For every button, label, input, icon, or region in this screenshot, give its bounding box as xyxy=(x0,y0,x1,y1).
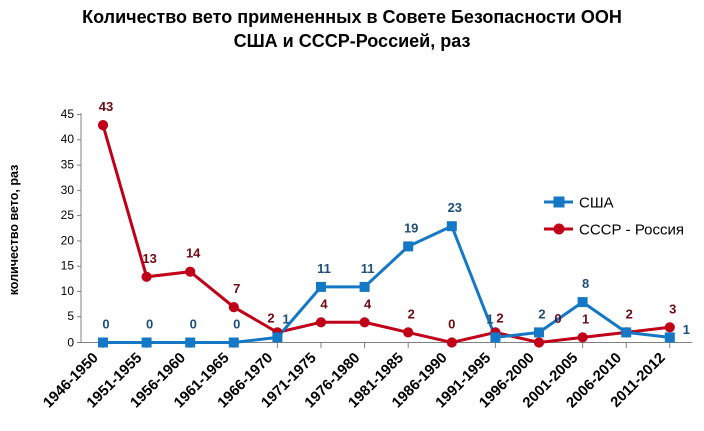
svg-text:1: 1 xyxy=(582,311,589,326)
svg-text:45: 45 xyxy=(61,107,75,121)
svg-text:0: 0 xyxy=(190,317,197,332)
svg-text:23: 23 xyxy=(448,200,462,215)
svg-text:35: 35 xyxy=(61,158,75,172)
svg-text:0: 0 xyxy=(102,317,109,332)
svg-text:2: 2 xyxy=(538,306,545,321)
svg-text:2: 2 xyxy=(496,310,503,325)
svg-text:0: 0 xyxy=(233,317,240,332)
svg-text:43: 43 xyxy=(99,99,113,114)
svg-text:30: 30 xyxy=(61,183,75,197)
svg-text:3: 3 xyxy=(669,301,676,316)
svg-text:США: США xyxy=(579,195,614,212)
svg-text:2: 2 xyxy=(267,310,274,325)
svg-text:8: 8 xyxy=(582,276,589,291)
svg-text:20: 20 xyxy=(61,233,75,247)
svg-text:4: 4 xyxy=(364,296,372,311)
svg-text:1: 1 xyxy=(683,322,690,337)
svg-text:2: 2 xyxy=(408,306,415,321)
svg-text:13: 13 xyxy=(142,251,156,266)
svg-text:19: 19 xyxy=(404,220,418,235)
svg-text:15: 15 xyxy=(61,259,75,273)
svg-text:10: 10 xyxy=(61,284,75,298)
svg-text:1: 1 xyxy=(282,311,289,326)
svg-text:14: 14 xyxy=(186,246,201,261)
svg-text:11: 11 xyxy=(361,261,375,276)
svg-text:0: 0 xyxy=(67,335,74,349)
svg-text:25: 25 xyxy=(61,208,75,222)
svg-text:5: 5 xyxy=(67,309,74,323)
svg-text:0: 0 xyxy=(448,317,455,332)
svg-text:1: 1 xyxy=(486,311,493,326)
svg-text:2: 2 xyxy=(626,306,633,321)
svg-text:0: 0 xyxy=(146,317,153,332)
svg-text:7: 7 xyxy=(233,281,240,296)
svg-text:СССР - Россия: СССР - Россия xyxy=(579,222,684,239)
svg-text:40: 40 xyxy=(61,132,75,146)
svg-text:4: 4 xyxy=(320,296,328,311)
svg-text:количество вето, раз: количество вето, раз xyxy=(7,165,21,296)
svg-text:0: 0 xyxy=(554,311,561,326)
svg-text:11: 11 xyxy=(317,261,331,276)
